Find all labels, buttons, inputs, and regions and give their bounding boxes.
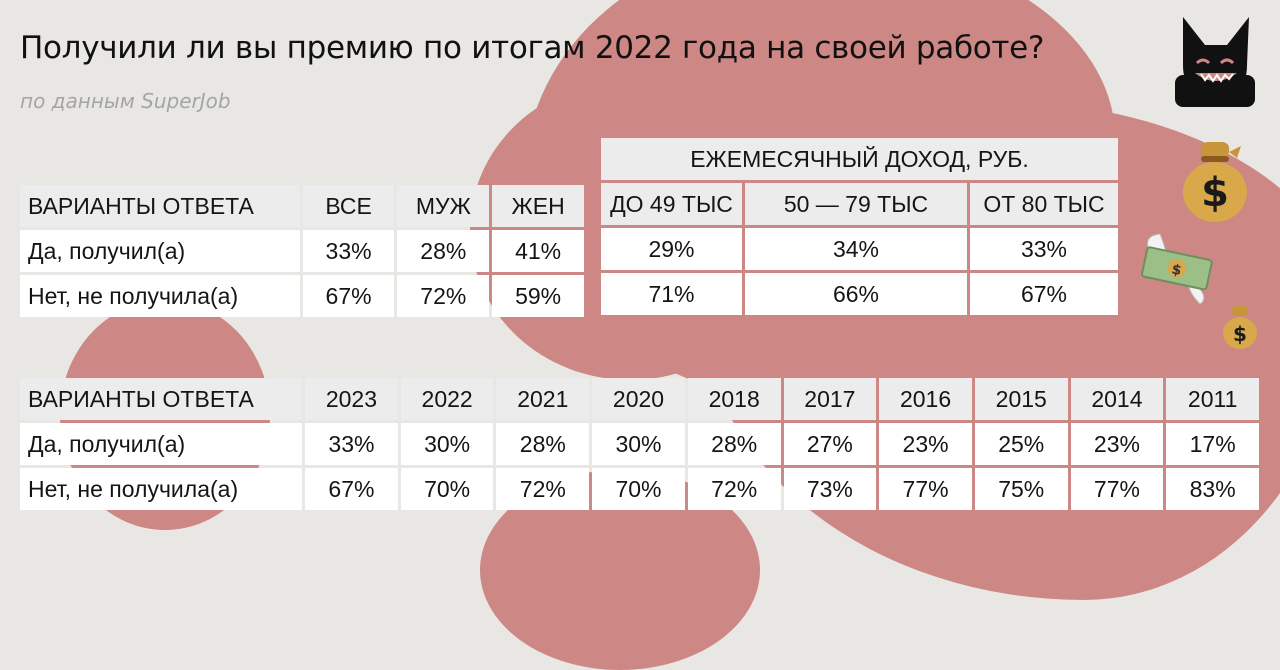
table-cell: 77% — [879, 468, 972, 510]
small-money-bag-icon: $ — [1223, 306, 1257, 349]
header-cell: 2015 — [974, 378, 1068, 420]
table-cell: 28% — [687, 423, 781, 465]
flying-money-icon: $ — [1141, 233, 1213, 305]
mascot-icon — [1175, 17, 1255, 107]
table-cell: 17% — [1166, 423, 1259, 465]
table-cell: 67% — [302, 275, 395, 317]
row-label: Да, получил(а) — [20, 230, 300, 272]
table-cell: 28% — [397, 230, 490, 272]
header-cell: 2014 — [1070, 378, 1164, 420]
table-cell: 27% — [783, 423, 877, 465]
table-cell: 33% — [970, 228, 1118, 270]
table-cell: 66% — [745, 273, 967, 315]
income-group-title: ЕЖЕМЕСЯЧНЫЙ ДОХОД, РУБ. — [601, 138, 1118, 180]
table-cell: 33% — [302, 230, 395, 272]
table-cell: 72% — [397, 275, 490, 317]
header-cell: 50 — 79 ТЫС — [745, 183, 967, 225]
table-cell: 72% — [496, 468, 590, 510]
header-cell: 2018 — [687, 378, 781, 420]
svg-text:$: $ — [1233, 322, 1247, 346]
demographics-table: ВАРИАНТЫ ОТВЕТА ВСЕ МУЖ ЖЕН Да, получил(… — [17, 182, 587, 320]
table-cell: 67% — [970, 273, 1118, 315]
header-cell: 2021 — [496, 378, 590, 420]
header-cell: 2022 — [400, 378, 494, 420]
table-cell: 41% — [492, 230, 584, 272]
years-table: ВАРИАНТЫ ОТВЕТА 2023 2022 2021 2020 2018… — [17, 375, 1262, 513]
row-label: Да, получил(а) — [20, 423, 303, 465]
table-header-row: ВАРИАНТЫ ОТВЕТА ВСЕ МУЖ ЖЕН — [20, 185, 584, 227]
table-group-row: ЕЖЕМЕСЯЧНЫЙ ДОХОД, РУБ. — [601, 138, 1118, 180]
money-bag-icon: $ — [1183, 142, 1247, 222]
table-cell: 59% — [492, 275, 584, 317]
table-row: Да, получил(а) 33% 28% 41% — [20, 230, 584, 272]
table-row: 29% 34% 33% — [601, 228, 1118, 270]
table-row: Да, получил(а) 33% 30% 28% 30% 28% 27% 2… — [20, 423, 1259, 465]
svg-text:$: $ — [1201, 170, 1229, 216]
header-cell: 2016 — [879, 378, 972, 420]
table-cell: 77% — [1070, 468, 1164, 510]
header-cell: ОТ 80 ТЫС — [970, 183, 1118, 225]
table-row: Нет, не получила(а) 67% 70% 72% 70% 72% … — [20, 468, 1259, 510]
header-cell: 2017 — [783, 378, 877, 420]
table-cell: 33% — [305, 423, 398, 465]
header-cell: 2011 — [1166, 378, 1259, 420]
header-cell: 2020 — [592, 378, 685, 420]
page-title: Получили ли вы премию по итогам 2022 год… — [20, 30, 1045, 66]
table-cell: 73% — [783, 468, 877, 510]
table-cell: 75% — [974, 468, 1068, 510]
header-cell: ВАРИАНТЫ ОТВЕТА — [20, 185, 300, 227]
table-cell: 30% — [400, 423, 494, 465]
row-label: Нет, не получила(а) — [20, 468, 303, 510]
table-cell: 71% — [601, 273, 742, 315]
table-row: Нет, не получила(а) 67% 72% 59% — [20, 275, 584, 317]
header-cell: ЖЕН — [492, 185, 584, 227]
header-cell: 2023 — [305, 378, 398, 420]
header-cell: ДО 49 ТЫС — [601, 183, 742, 225]
table-cell: 72% — [687, 468, 781, 510]
page-subtitle: по данным SuperJob — [20, 89, 231, 113]
table-cell: 23% — [879, 423, 972, 465]
header-cell: МУЖ — [397, 185, 490, 227]
table-header-row: ДО 49 ТЫС 50 — 79 ТЫС ОТ 80 ТЫС — [601, 183, 1118, 225]
table-cell: 70% — [592, 468, 685, 510]
table-cell: 28% — [496, 423, 590, 465]
svg-text:$: $ — [1170, 261, 1183, 279]
table-cell: 25% — [974, 423, 1068, 465]
table-cell: 83% — [1166, 468, 1259, 510]
table-row: 71% 66% 67% — [601, 273, 1118, 315]
table-cell: 29% — [601, 228, 742, 270]
header-cell: ВСЕ — [302, 185, 395, 227]
table-cell: 23% — [1070, 423, 1164, 465]
table-cell: 30% — [592, 423, 685, 465]
table-cell: 34% — [745, 228, 967, 270]
table-header-row: ВАРИАНТЫ ОТВЕТА 2023 2022 2021 2020 2018… — [20, 378, 1259, 420]
header-cell: ВАРИАНТЫ ОТВЕТА — [20, 378, 303, 420]
income-table: ЕЖЕМЕСЯЧНЫЙ ДОХОД, РУБ. ДО 49 ТЫС 50 — 7… — [598, 135, 1121, 318]
row-label: Нет, не получила(а) — [20, 275, 300, 317]
table-cell: 70% — [400, 468, 494, 510]
table-cell: 67% — [305, 468, 398, 510]
